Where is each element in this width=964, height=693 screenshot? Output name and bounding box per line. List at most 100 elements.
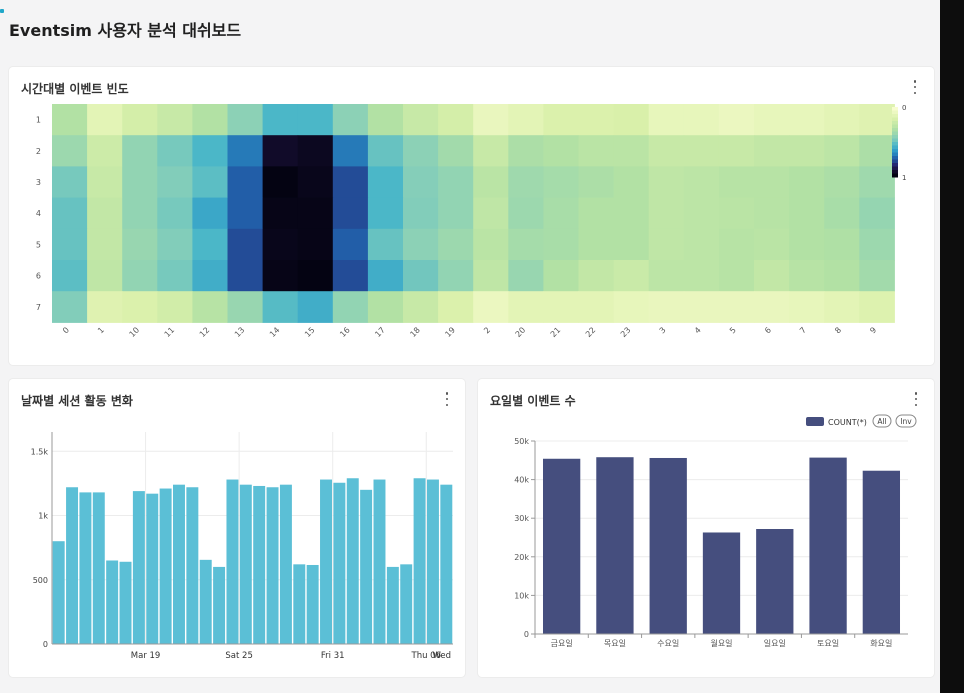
heatmap-x-tick-label: 9: [868, 325, 878, 335]
heatmap-x-tick-label: 23: [619, 325, 633, 339]
heatmap-cell: [543, 291, 579, 323]
heatmap-cell: [473, 260, 509, 292]
heatmap-menu-icon[interactable]: [911, 79, 919, 95]
heatmap-cell: [473, 166, 509, 199]
heatmap-cell: [438, 135, 474, 167]
heatmap-x-tick-label: 1: [96, 325, 106, 335]
heatmap-cell: [367, 104, 404, 136]
heatmap-cell: [613, 291, 650, 323]
heatmap-cell: [87, 228, 123, 261]
heatmap-cell: [683, 104, 720, 136]
heatmap-cell: [52, 260, 88, 292]
heatmap-legend-swatch: [892, 156, 898, 160]
heatmap-x-tick-label: 19: [443, 325, 457, 339]
heatmap-cell: [683, 197, 720, 230]
sessions-x-tick-label: Sat 25: [225, 651, 252, 661]
heatmap-cell: [648, 260, 685, 292]
weekday-bar: [702, 532, 741, 634]
heatmap-cell: [227, 291, 264, 323]
heatmap-x-tick-label: 6: [763, 325, 773, 335]
heatmap-cell: [683, 228, 720, 261]
heatmap-cell: [578, 197, 615, 230]
heatmap-title: 시간대별 이벤트 빈도: [21, 82, 129, 96]
dashboard-marker: [0, 9, 4, 13]
heatmap-cell: [613, 228, 650, 261]
heatmap-x-tick-label: 8: [833, 325, 843, 335]
heatmap-cell: [543, 166, 579, 199]
weekday-chart: 0 10k 20k 30k 40k 50k 금요일 목요일 수요일 월요일 일요일 토요일 화요일 COU…: [514, 414, 917, 648]
heatmap-cell: [227, 135, 264, 167]
heatmap-cell: [297, 260, 334, 292]
heatmap-cell: [227, 197, 264, 230]
sessions-bar: [239, 484, 252, 644]
heatmap-cell: [262, 104, 299, 136]
heatmap-cell: [262, 228, 299, 261]
heatmap-cell: [332, 135, 369, 167]
heatmap-cell: [824, 260, 860, 292]
weekday-legend-inv-button[interactable]: [895, 414, 917, 428]
heatmap-cell: [613, 166, 650, 199]
heatmap-cell: [122, 135, 158, 167]
heatmap-cell: [543, 135, 579, 167]
weekday-x-tick-label: 수요일: [657, 639, 679, 648]
heatmap-y-tick-label: 1: [36, 116, 41, 125]
heatmap-legend-swatch: [892, 166, 898, 171]
heatmap-cell: [227, 166, 264, 199]
heatmap-legend-swatch: [892, 110, 898, 115]
sessions-bar: [293, 564, 306, 644]
heatmap-cell: [297, 197, 334, 230]
heatmap-cell: [789, 260, 825, 292]
heatmap-legend-swatch: [892, 159, 898, 164]
heatmap-cell: [297, 135, 334, 167]
heatmap-cell: [754, 135, 790, 167]
heatmap-y-tick-label: 3: [36, 178, 41, 187]
heatmap-cell: [367, 197, 404, 230]
heatmap-cell: [578, 104, 615, 136]
heatmap-legend-swatch: [892, 107, 898, 111]
heatmap-cell: [122, 260, 158, 292]
heatmap-cell: [297, 104, 334, 136]
heatmap-cell: [754, 291, 790, 323]
sessions-bar: [386, 566, 399, 644]
heatmap-cell: [859, 228, 895, 261]
heatmap-cell: [683, 260, 720, 292]
heatmap-cell: [87, 197, 123, 230]
heatmap-x-tick-label: 5: [728, 325, 738, 335]
heatmap-x-tick-label: 2: [482, 325, 492, 335]
weekday-bar: [649, 457, 687, 634]
heatmap-cell: [718, 197, 755, 230]
sessions-bar: [106, 560, 119, 644]
heatmap-cell: [683, 291, 720, 323]
weekday-legend-all-button[interactable]: [872, 414, 892, 428]
heatmap-cell: [789, 197, 825, 230]
heatmap-cell: [754, 197, 790, 230]
heatmap-cell: [52, 104, 88, 136]
sessions-x-tick-label: Fri 31: [321, 651, 345, 661]
heatmap-cell: [789, 228, 825, 261]
heatmap-legend-swatch: [892, 121, 898, 125]
weekday-y-tick-label: 30k: [514, 514, 529, 523]
dashboard-title: Eventsim 사용자 분석 대쉬보드: [9, 21, 242, 40]
heatmap-legend-swatch: [892, 142, 898, 146]
heatmap-cell: [613, 260, 650, 292]
heatmap-card: 시간대별 이벤트 빈도 1 2 3 4 5 6 7 0 1 10 11 12 13 14 15 16 17 18 1…: [9, 67, 934, 365]
heatmap-cell: [578, 291, 615, 323]
heatmap-cell: [157, 135, 193, 167]
heatmap-x-tick-label: 12: [198, 325, 212, 339]
heatmap-x-tick-label: 15: [303, 325, 317, 339]
heatmap-cell: [683, 166, 720, 199]
heatmap-cell: [473, 197, 509, 230]
sessions-menu-icon[interactable]: [443, 391, 451, 407]
heatmap-cell: [789, 104, 825, 136]
heatmap-cell: [789, 166, 825, 199]
heatmap-cell: [157, 197, 193, 230]
heatmap-cell: [508, 104, 544, 136]
heatmap-cell: [543, 260, 579, 292]
heatmap-cell: [859, 197, 895, 230]
heatmap-legend-swatch: [892, 135, 898, 139]
heatmap-cell: [438, 291, 474, 323]
sessions-bar: [213, 566, 226, 644]
heatmap-cell: [789, 291, 825, 323]
heatmap-legend-swatch: [892, 145, 898, 150]
weekday-menu-icon[interactable]: [912, 391, 920, 407]
